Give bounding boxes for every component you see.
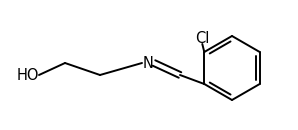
Text: N: N bbox=[142, 56, 153, 70]
Text: HO: HO bbox=[17, 67, 39, 83]
Text: Cl: Cl bbox=[195, 31, 209, 46]
